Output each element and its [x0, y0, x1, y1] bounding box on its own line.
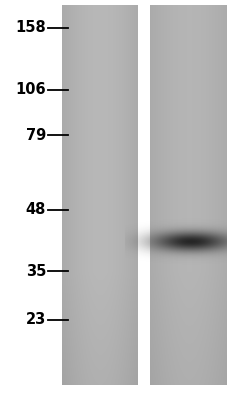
Text: 79: 79 [26, 128, 46, 142]
Text: 106: 106 [15, 82, 46, 98]
Text: 35: 35 [25, 264, 46, 278]
Text: 48: 48 [25, 202, 46, 218]
Bar [137, 5, 149, 385]
Text: 23: 23 [26, 312, 46, 328]
Text: 158: 158 [15, 20, 46, 36]
